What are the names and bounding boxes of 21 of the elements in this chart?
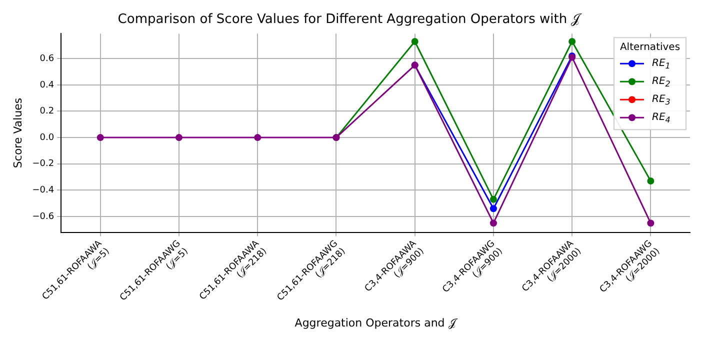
point [96,134,104,142]
point [254,134,262,142]
chart-title: Comparison of Score Values for Different Aggregation Operators with 𝒥 [118,12,582,28]
y-tick-label: 0.2 [40,106,54,117]
point [490,220,497,227]
y-axis-title: Score Values [11,98,24,168]
point [490,196,497,203]
point [568,38,576,45]
x-axis-title: Aggregation Operators and 𝒥 [294,316,458,330]
point [175,134,182,142]
point [647,177,654,184]
y-tick-label: 0.4 [40,80,54,90]
y-tick-label: 0.6 [40,54,54,64]
legend-title: Alternatives [620,42,680,54]
y-tick-label: −0.6 [32,212,54,222]
point [647,220,654,227]
y-tick-label: −0.2 [32,159,54,170]
y-tick-label: 0.0 [40,132,54,143]
point [411,38,418,45]
point [490,205,497,212]
y-tick-label: −0.4 [32,186,54,196]
